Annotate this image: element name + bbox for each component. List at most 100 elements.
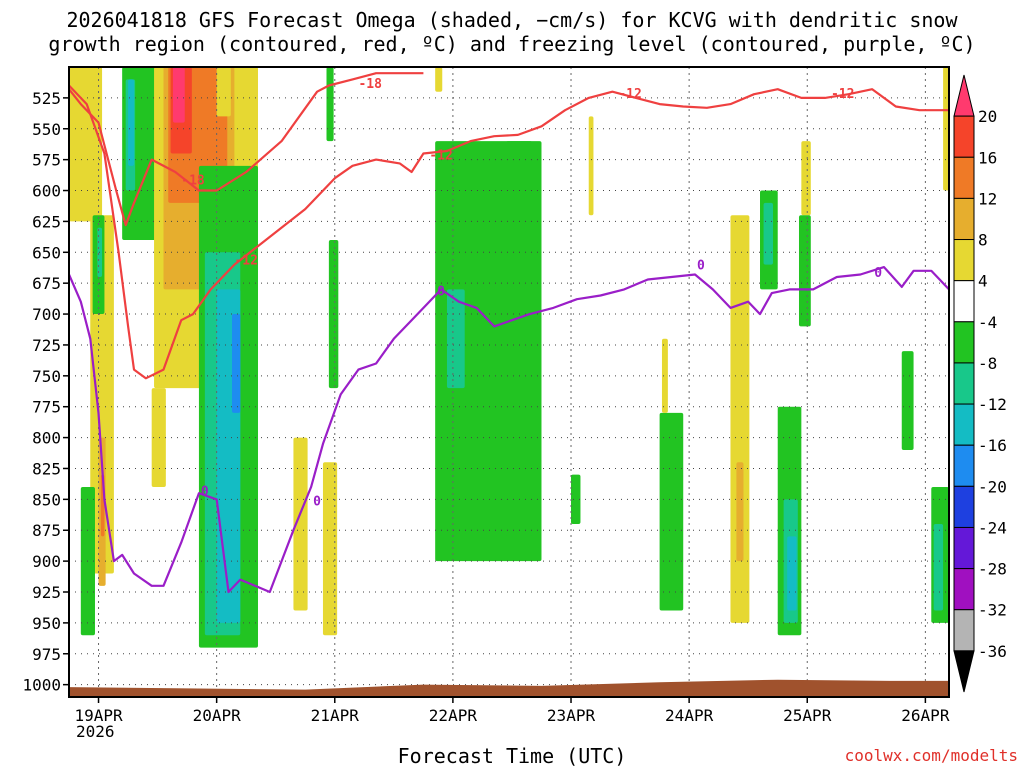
colorbar-swatch-11: [953, 526, 975, 570]
y-tick-label-675: 675: [32, 274, 61, 293]
omega-cell-40: [801, 141, 811, 216]
dgz-contour--12: [69, 84, 949, 380]
y-tick-label-625: 625: [32, 212, 61, 231]
colorbar-swatch-9: [953, 444, 975, 487]
colorbar-swatch-14: [953, 650, 975, 693]
colorbar: 20 16 12 8 4 -4 -8 -12 -16 -20 -24 -28 -32 -36: [953, 74, 1007, 693]
y-tick-label-525: 525: [32, 89, 61, 108]
colorbar-label-12: 12: [978, 189, 997, 208]
omega-cell-9: [128, 79, 134, 166]
y-tick-label-750: 750: [32, 367, 61, 386]
y-tick-label-775: 775: [32, 398, 61, 417]
label-zero-c: 0: [437, 285, 445, 300]
colorbar-label--32: -32: [978, 601, 1007, 620]
y-tick-label-550: 550: [32, 120, 61, 139]
terrain: [69, 679, 949, 697]
omega-cell-30: [588, 116, 594, 216]
omega-cell-23: [326, 67, 334, 142]
colorbar-swatch-3: [953, 197, 975, 241]
label-zero-e: 0: [874, 266, 882, 281]
omega-cell-31: [659, 412, 684, 611]
label-minus18-b: -18: [181, 173, 205, 188]
colorbar-swatch-6: [953, 321, 975, 364]
label-minus18-a: -18: [358, 77, 382, 92]
omega-cell-42: [901, 351, 914, 450]
y-tick-label-600: 600: [32, 182, 61, 201]
colorbar-label--24: -24: [978, 518, 1007, 537]
colorbar-swatch-13: [953, 609, 975, 652]
y-tick-label-1000: 1000: [22, 676, 61, 695]
omega-cell-33: [730, 215, 750, 623]
colorbar-swatch-0: [953, 74, 975, 117]
omega-shading: [69, 67, 949, 648]
plot-frame: [68, 66, 950, 698]
y-tick-label-850: 850: [32, 490, 61, 509]
label-zero-d: 0: [697, 259, 705, 274]
colorbar-label--12: -12: [978, 395, 1007, 414]
title-line-1: 2026041818 GFS Forecast Omega (shaded, −…: [66, 8, 958, 32]
x-axis-label: Forecast Time (UTC): [397, 744, 627, 768]
label-minus12-b: -12: [429, 149, 452, 164]
y-tick-label-700: 700: [32, 305, 61, 324]
omega-cell-39: [787, 536, 797, 611]
y-tick-label-650: 650: [32, 243, 61, 262]
contour-lines: -18 -18 -12 -12 -12 -12 0 0 0 0 0: [69, 72, 949, 594]
omega-cell-28: [506, 141, 533, 537]
colorbar-swatch-12: [953, 568, 975, 611]
omega-cell-27: [446, 289, 465, 389]
freezing-level-contour: [69, 266, 949, 594]
y-tick-label-825: 825: [32, 459, 61, 478]
x-tick-label-24APR: 24APR: [665, 706, 714, 725]
colorbar-swatch-1: [953, 115, 975, 158]
x-tick-label-23APR: 23APR: [547, 706, 596, 725]
chart-title: 2026041818 GFS Forecast Omega (shaded, −…: [0, 8, 1024, 56]
x-tick-label-25APR: 25APR: [783, 706, 832, 725]
y-tick-label-875: 875: [32, 521, 61, 540]
colorbar-swatch-5: [953, 280, 975, 323]
omega-cell-41: [798, 215, 811, 327]
y-axis: 525 550 575 600 625 650 675 700 725 750 775 800 825 8…: [22, 89, 69, 695]
y-tick-label-725: 725: [32, 336, 61, 355]
title-line-2: growth region (contoured, red, ºC) and f…: [48, 32, 976, 56]
x-tick-label-21APR: 21APR: [311, 706, 360, 725]
y-tick-label-925: 925: [32, 583, 61, 602]
site-credit[interactable]: coolwx.com/modelts: [844, 746, 1018, 765]
label-minus12-a: -12: [234, 254, 257, 269]
dgz-contour--18: [69, 72, 424, 227]
colorbar-swatch-8: [953, 403, 975, 446]
omega-cell-45: [943, 67, 949, 191]
omega-cell-19: [232, 314, 241, 413]
colorbar-swatch-7: [953, 362, 975, 405]
colorbar-label-20: 20: [978, 107, 997, 126]
x-axis-year: 2026: [76, 722, 115, 741]
label-zero-a: 0: [201, 485, 209, 500]
omega-cell-36: [763, 202, 773, 265]
label-minus12-d: -12: [831, 87, 854, 102]
omega-cell-20: [216, 67, 231, 117]
x-tick-label-22APR: 22APR: [429, 706, 478, 725]
colorbar-label-4: 4: [978, 272, 988, 291]
omega-cell-44: [933, 524, 944, 611]
colorbar-label--16: -16: [978, 436, 1007, 455]
colorbar-label--28: -28: [978, 560, 1007, 579]
x-axis: 19APR 20APR 21APR 22APR 23APR 24APR 25APR 26APR: [74, 697, 950, 725]
y-tick-label-900: 900: [32, 552, 61, 571]
colorbar-label--4: -4: [978, 313, 997, 332]
omega-cell-14: [172, 67, 185, 123]
colorbar-label--20: -20: [978, 477, 1007, 496]
colorbar-swatch-4: [953, 239, 975, 282]
y-tick-label-800: 800: [32, 429, 61, 448]
x-tick-label-26APR: 26APR: [901, 706, 950, 725]
colorbar-label--8: -8: [978, 354, 997, 373]
omega-cell-21: [293, 437, 308, 611]
x-tick-label-20APR: 20APR: [193, 706, 242, 725]
colorbar-label-8: 8: [978, 231, 988, 250]
y-tick-label-975: 975: [32, 645, 61, 664]
omega-cell-32: [661, 338, 668, 413]
omega-cell-34: [736, 462, 744, 562]
omega-cell-0: [69, 67, 103, 222]
colorbar-label-16: 16: [978, 148, 997, 167]
y-tick-label-950: 950: [32, 614, 61, 633]
omega-cell-15: [151, 388, 166, 487]
